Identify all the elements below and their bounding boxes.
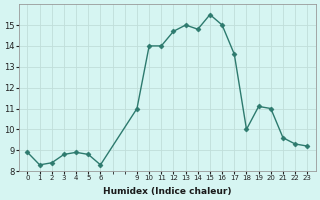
X-axis label: Humidex (Indice chaleur): Humidex (Indice chaleur) bbox=[103, 187, 232, 196]
